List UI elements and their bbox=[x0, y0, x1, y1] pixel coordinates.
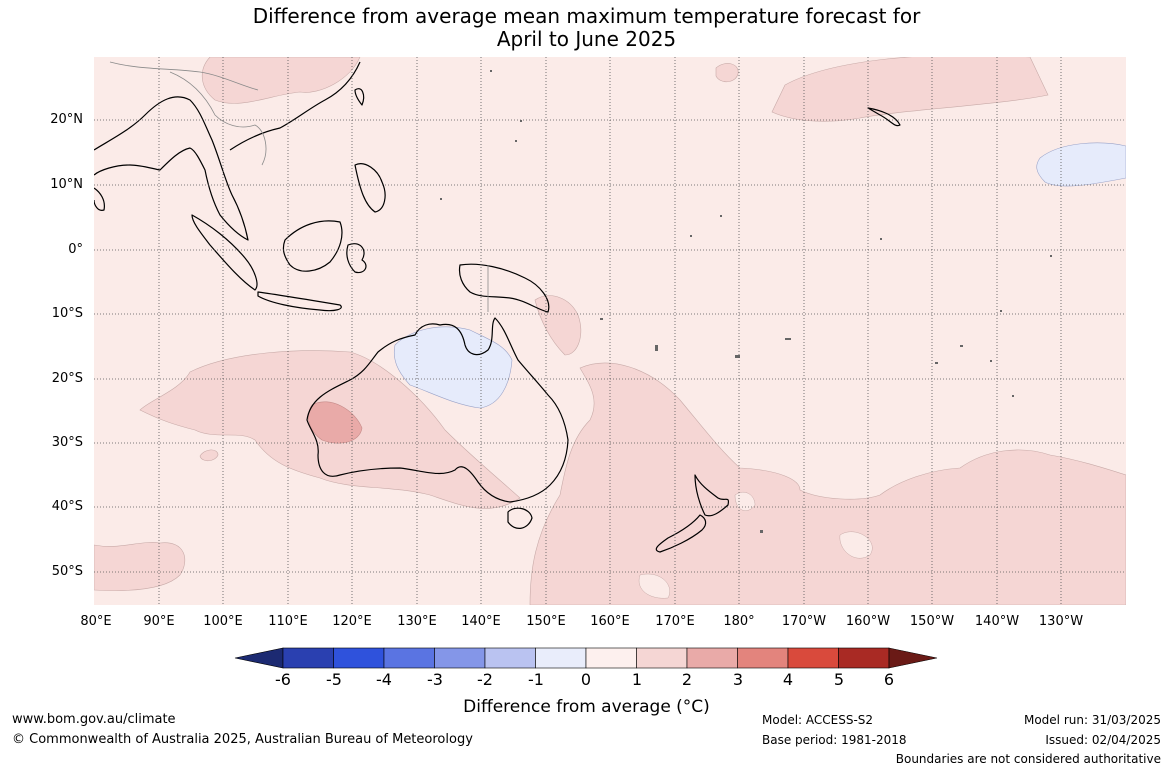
footer-website: www.bom.gov.au/climate bbox=[12, 712, 176, 727]
colorbar-tick: -5 bbox=[326, 670, 342, 689]
coastline-new-zealand-south bbox=[655, 514, 707, 553]
footer-disclaimer: Boundaries are not considered authoritat… bbox=[895, 752, 1161, 766]
lat-label-10s: 10°S bbox=[51, 306, 83, 321]
colorbar-segment bbox=[282, 647, 334, 669]
anomaly-region-indian-ocean-islet bbox=[199, 449, 219, 462]
anomaly-region-east-pacific bbox=[1036, 142, 1126, 187]
chart-title-line1: Difference from average mean maximum tem… bbox=[252, 4, 921, 28]
anomaly-region-coral-sea bbox=[534, 295, 582, 356]
colorbar-label: Difference from average (°C) bbox=[463, 697, 710, 717]
lon-label-140w: 140°W bbox=[974, 614, 1020, 629]
lon-label-100e: 100°E bbox=[203, 614, 243, 629]
coastline-sumatra bbox=[191, 214, 258, 291]
chart-title-line2: April to June 2025 bbox=[496, 27, 677, 51]
anomaly-region-east-gap bbox=[839, 531, 873, 559]
lon-label-170e: 170°E bbox=[655, 614, 695, 629]
lon-label-130w: 130°W bbox=[1038, 614, 1084, 629]
lon-label-160e: 160°E bbox=[590, 614, 630, 629]
boundary-indochina bbox=[169, 71, 267, 166]
colorbar-tick: -1 bbox=[528, 670, 544, 689]
anomaly-region-pilbara-hot bbox=[308, 401, 363, 444]
lat-label-30s: 30°S bbox=[51, 435, 83, 450]
lon-label-130e: 130°E bbox=[397, 614, 437, 629]
coastline-sulawesi bbox=[346, 243, 367, 274]
coastline-australia bbox=[306, 317, 569, 503]
coastline-new-zealand-north bbox=[694, 474, 730, 517]
anomaly-map bbox=[94, 57, 1126, 605]
colorbar-tick: 5 bbox=[833, 670, 845, 689]
footer-issued: Issued: 02/04/2025 bbox=[1045, 733, 1161, 747]
colorbar-segment bbox=[535, 647, 587, 669]
lat-label-50s: 50°S bbox=[51, 564, 83, 579]
footer-base-period: Base period: 1981-2018 bbox=[762, 733, 907, 747]
lon-label-160w: 160°W bbox=[845, 614, 891, 629]
colorbar-segment bbox=[636, 647, 688, 669]
colorbar-tick: -3 bbox=[427, 670, 443, 689]
anomaly-region-northern-australia bbox=[393, 326, 513, 409]
coastline-sri-lanka bbox=[94, 187, 105, 211]
footer-copyright: © Commonwealth of Australia 2025, Austra… bbox=[12, 732, 473, 747]
anomaly-region-tasman-gap bbox=[734, 491, 756, 511]
lat-label-40s: 40°S bbox=[51, 499, 83, 514]
colorbar-segment bbox=[737, 647, 789, 669]
colorbar-tick: 4 bbox=[782, 670, 794, 689]
anomaly-region-china bbox=[202, 57, 361, 104]
lon-label-120e: 120°E bbox=[332, 614, 372, 629]
colorbar-segment bbox=[383, 647, 435, 669]
colorbar-segment bbox=[333, 647, 385, 669]
colorbar-tick: -2 bbox=[477, 670, 493, 689]
colorbar-tick: -6 bbox=[275, 670, 291, 689]
coastline-java bbox=[257, 291, 342, 312]
colorbar-tick: 1 bbox=[631, 670, 643, 689]
colorbar-segment bbox=[434, 647, 486, 669]
anomaly-region-south-west bbox=[94, 542, 185, 591]
coastline-philippines bbox=[354, 163, 386, 213]
footer-model-run: Model run: 31/03/2025 bbox=[1023, 713, 1161, 727]
colorbar-tick: 6 bbox=[883, 670, 895, 689]
coastline-mainland-asia bbox=[94, 96, 249, 241]
graticule bbox=[94, 57, 1126, 605]
coastline-new-guinea bbox=[458, 263, 550, 313]
lon-label-150e: 150°E bbox=[526, 614, 566, 629]
lon-label-180: 180° bbox=[723, 614, 755, 629]
colorbar-tick: 3 bbox=[732, 670, 744, 689]
coastline-hawaii bbox=[867, 107, 901, 127]
colorbar-segment bbox=[585, 647, 637, 669]
colorbar-tick: -4 bbox=[376, 670, 392, 689]
lon-label-140e: 140°E bbox=[461, 614, 501, 629]
colorbar-arrow-low bbox=[234, 647, 284, 669]
footer-model: Model: ACCESS-S2 bbox=[762, 713, 874, 727]
colorbar-segment bbox=[838, 647, 890, 669]
anomaly-region-nz-south-gap bbox=[638, 573, 670, 599]
colorbar-arrow-high bbox=[888, 647, 938, 669]
coastline-vietnam-china bbox=[229, 61, 361, 151]
colorbar-segment bbox=[484, 647, 536, 669]
lon-label-90e: 90°E bbox=[143, 614, 175, 629]
boundary-china-south bbox=[109, 61, 259, 91]
lat-label-0: 0° bbox=[68, 242, 83, 257]
lon-label-150w: 150°W bbox=[909, 614, 955, 629]
lat-label-20n: 20°N bbox=[50, 112, 83, 127]
coastline-taiwan bbox=[354, 88, 365, 106]
coastline-borneo bbox=[282, 220, 343, 272]
lon-label-170w: 170°W bbox=[781, 614, 827, 629]
lon-label-110e: 110°E bbox=[268, 614, 308, 629]
colorbar-segment bbox=[787, 647, 839, 669]
anomaly-region-pacific-islet bbox=[715, 63, 739, 83]
colorbar-segment bbox=[686, 647, 738, 669]
lon-label-80e: 80°E bbox=[80, 614, 112, 629]
coastline-tasmania bbox=[507, 507, 533, 529]
colorbar-tick: 0 bbox=[580, 670, 592, 689]
lat-label-10n: 10°N bbox=[50, 177, 83, 192]
lat-label-20s: 20°S bbox=[51, 371, 83, 386]
colorbar-tick: 2 bbox=[681, 670, 693, 689]
